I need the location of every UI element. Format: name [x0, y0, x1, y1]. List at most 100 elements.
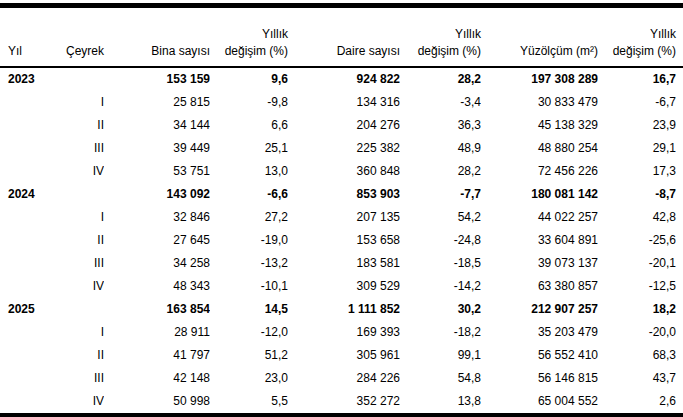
table-row-year: 2025163 85414,51 111 85230,2212 907 2571… — [0, 298, 683, 321]
table-row-quarter: IV50 9985,5352 27213,865 004 5522,6 — [0, 390, 683, 415]
cell-yil — [0, 252, 48, 275]
cell-yillik-degisim-daire: 28,2 — [400, 160, 481, 183]
column-header-yillik-degisim-yuzolcum: Yıllık değişim (%) — [598, 6, 683, 67]
cell-yil: 2024 — [0, 183, 48, 206]
cell-ceyrek: IV — [48, 390, 104, 415]
column-header-yillik-degisim-daire: Yıllık değişim (%) — [400, 6, 481, 67]
column-header-yil: Yıl — [0, 6, 48, 67]
cell-daire-sayisi: 284 226 — [288, 367, 400, 390]
table-row-quarter: III34 258-13,2183 581-18,539 073 137-20,… — [0, 252, 683, 275]
cell-yillik-degisim-daire: 54,2 — [400, 206, 481, 229]
cell-yillik-degisim-daire: 99,1 — [400, 344, 481, 367]
column-header-yillik-degisim-bina: Yıllık değişim (%) — [210, 6, 288, 67]
cell-daire-sayisi: 360 848 — [288, 160, 400, 183]
table-header: Yıl Çeyrek Bina sayısı Yıllık değişim (%… — [0, 6, 683, 67]
cell-yillik-degisim-bina: -13,2 — [210, 252, 288, 275]
cell-yillik-degisim-daire: -24,8 — [400, 229, 481, 252]
cell-yillik-degisim-bina: -12,0 — [210, 321, 288, 344]
cell-yuzolcum: 56 552 410 — [481, 344, 598, 367]
cell-yuzolcum: 212 907 257 — [481, 298, 598, 321]
table-row-quarter: IV48 343-10,1309 529-14,263 380 857-12,5 — [0, 275, 683, 298]
cell-yil: 2023 — [0, 67, 48, 91]
cell-yillik-degisim-bina: 6,6 — [210, 114, 288, 137]
cell-yillik-degisim-daire: -18,2 — [400, 321, 481, 344]
cell-yillik-degisim-yuzolcum: 2,6 — [598, 390, 683, 415]
cell-yil — [0, 160, 48, 183]
cell-yillik-degisim-bina: -6,6 — [210, 183, 288, 206]
cell-bina-sayisi: 143 092 — [104, 183, 210, 206]
table-row-quarter: I28 911-12,0169 393-18,235 203 479-20,0 — [0, 321, 683, 344]
cell-bina-sayisi: 32 846 — [104, 206, 210, 229]
cell-yillik-degisim-yuzolcum: -8,7 — [598, 183, 683, 206]
cell-yillik-degisim-bina: 27,2 — [210, 206, 288, 229]
cell-yuzolcum: 44 022 257 — [481, 206, 598, 229]
cell-bina-sayisi: 28 911 — [104, 321, 210, 344]
table-row-quarter: IV53 75113,0360 84828,272 456 22617,3 — [0, 160, 683, 183]
cell-yillik-degisim-yuzolcum: 23,9 — [598, 114, 683, 137]
cell-yillik-degisim-yuzolcum: -6,7 — [598, 91, 683, 114]
cell-yuzolcum: 48 880 254 — [481, 137, 598, 160]
cell-yillik-degisim-bina: -19,0 — [210, 229, 288, 252]
cell-bina-sayisi: 53 751 — [104, 160, 210, 183]
cell-bina-sayisi: 163 854 — [104, 298, 210, 321]
cell-yillik-degisim-yuzolcum: -12,5 — [598, 275, 683, 298]
cell-yillik-degisim-yuzolcum: 43,7 — [598, 367, 683, 390]
table-row-quarter: II34 1446,6204 27636,345 138 32923,9 — [0, 114, 683, 137]
cell-yillik-degisim-yuzolcum: -20,1 — [598, 252, 683, 275]
cell-yuzolcum: 180 081 142 — [481, 183, 598, 206]
cell-ceyrek — [48, 298, 104, 321]
cell-yuzolcum: 39 073 137 — [481, 252, 598, 275]
cell-ceyrek: II — [48, 114, 104, 137]
table-row-year: 2023153 1599,6924 82228,2197 308 28916,7 — [0, 67, 683, 91]
cell-ceyrek: I — [48, 206, 104, 229]
cell-yuzolcum: 33 604 891 — [481, 229, 598, 252]
table-row-quarter: I25 815-9,8134 316-3,430 833 479-6,7 — [0, 91, 683, 114]
cell-yillik-degisim-yuzolcum: -25,6 — [598, 229, 683, 252]
cell-yillik-degisim-bina: 51,2 — [210, 344, 288, 367]
table-body: 2023153 1599,6924 82228,2197 308 28916,7… — [0, 67, 683, 415]
cell-yillik-degisim-bina: 23,0 — [210, 367, 288, 390]
cell-yuzolcum: 35 203 479 — [481, 321, 598, 344]
cell-ceyrek: I — [48, 91, 104, 114]
cell-daire-sayisi: 352 272 — [288, 390, 400, 415]
cell-yillik-degisim-yuzolcum: -20,0 — [598, 321, 683, 344]
table-row-quarter: III39 44925,1225 38248,948 880 25429,1 — [0, 137, 683, 160]
cell-ceyrek — [48, 67, 104, 91]
cell-yillik-degisim-daire: 28,2 — [400, 67, 481, 91]
cell-yillik-degisim-daire: 54,8 — [400, 367, 481, 390]
cell-bina-sayisi: 153 159 — [104, 67, 210, 91]
cell-yillik-degisim-daire: -3,4 — [400, 91, 481, 114]
table-row-year: 2024143 092-6,6853 903-7,7180 081 142-8,… — [0, 183, 683, 206]
table-row-quarter: II27 645-19,0153 658-24,833 604 891-25,6 — [0, 229, 683, 252]
cell-yillik-degisim-daire: 30,2 — [400, 298, 481, 321]
cell-yillik-degisim-bina: 13,0 — [210, 160, 288, 183]
cell-yillik-degisim-daire: -7,7 — [400, 183, 481, 206]
cell-yuzolcum: 45 138 329 — [481, 114, 598, 137]
table-header-row: Yıl Çeyrek Bina sayısı Yıllık değişim (%… — [0, 6, 683, 67]
cell-ceyrek: IV — [48, 275, 104, 298]
cell-yillik-degisim-daire: -18,5 — [400, 252, 481, 275]
cell-yuzolcum: 30 833 479 — [481, 91, 598, 114]
cell-yil — [0, 367, 48, 390]
cell-bina-sayisi: 48 343 — [104, 275, 210, 298]
cell-yil — [0, 91, 48, 114]
cell-yillik-degisim-bina: 9,6 — [210, 67, 288, 91]
cell-bina-sayisi: 34 144 — [104, 114, 210, 137]
cell-ceyrek: III — [48, 252, 104, 275]
cell-yillik-degisim-bina: 14,5 — [210, 298, 288, 321]
cell-bina-sayisi: 50 998 — [104, 390, 210, 415]
column-header-daire-sayisi: Daire sayısı — [288, 6, 400, 67]
table-row-quarter: II41 79751,2305 96199,156 552 41068,3 — [0, 344, 683, 367]
cell-yil — [0, 321, 48, 344]
column-header-ceyrek: Çeyrek — [48, 6, 104, 67]
cell-daire-sayisi: 153 658 — [288, 229, 400, 252]
cell-yillik-degisim-daire: 36,3 — [400, 114, 481, 137]
cell-yillik-degisim-bina: -9,8 — [210, 91, 288, 114]
cell-ceyrek: III — [48, 137, 104, 160]
cell-bina-sayisi: 41 797 — [104, 344, 210, 367]
cell-yillik-degisim-daire: -14,2 — [400, 275, 481, 298]
cell-yillik-degisim-yuzolcum: 68,3 — [598, 344, 683, 367]
cell-ceyrek: I — [48, 321, 104, 344]
cell-bina-sayisi: 39 449 — [104, 137, 210, 160]
cell-yillik-degisim-yuzolcum: 18,2 — [598, 298, 683, 321]
